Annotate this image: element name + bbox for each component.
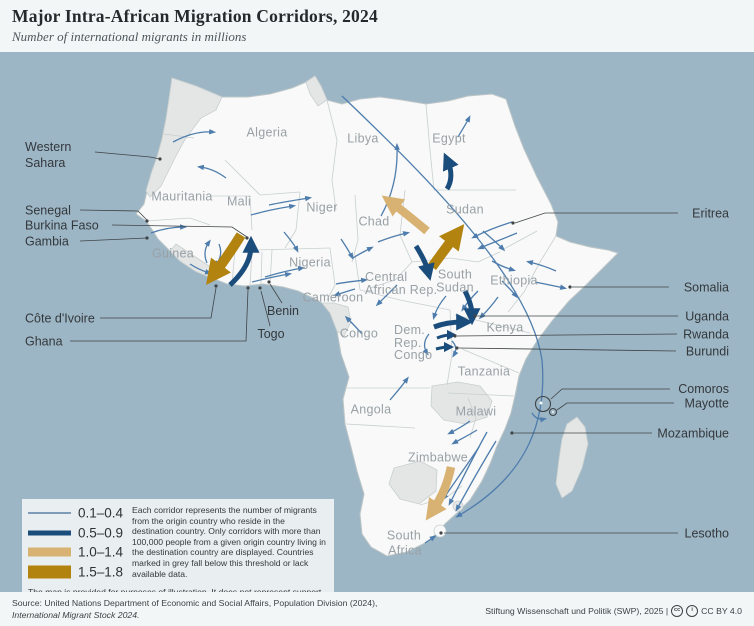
map-label-algeria: Algeria (246, 126, 287, 140)
corridor-sudan-to-chad (381, 195, 430, 235)
legend-swatch-xlarge (28, 565, 71, 579)
footer: Source: United Nations Department of Eco… (0, 592, 754, 626)
corridor-drc-to-burundi (435, 341, 455, 353)
legend-swatch-medium (28, 530, 71, 536)
callout-gambia: Gambia (25, 235, 69, 249)
map-label-angola: Angola (351, 403, 392, 417)
map-label-south-sudan: South (438, 268, 472, 282)
map-label-malawi: Malawi (456, 405, 497, 419)
country-lesotho (433, 524, 447, 538)
callout-burundi: Burundi (686, 345, 729, 359)
source-line-1: Source: United Nations Department of Eco… (12, 598, 378, 608)
callout-somalia: Somalia (684, 281, 729, 295)
africa-map: Algeria Libya Egypt Mauritania Mali Nige… (0, 52, 754, 616)
map-label-sudan: Sudan (446, 203, 484, 217)
attribution: Stiftung Wissenschaft und Politik (SWP),… (485, 605, 742, 617)
map-label-niger: Niger (306, 201, 337, 215)
svg-text:Congo: Congo (394, 348, 432, 362)
country-madagascar (555, 416, 589, 499)
corridor-sudan-to-egypt (442, 152, 459, 191)
legend-item-medium: 0.5–0.9 (28, 525, 128, 541)
map-label-south-africa: South (387, 529, 421, 543)
corridor-cotedivoire-to-burkinafaso (228, 235, 260, 287)
legend-range: 1.5–1.8 (78, 564, 124, 580)
map-label-libya: Libya (347, 132, 378, 146)
callout-rwanda: Rwanda (683, 328, 729, 342)
page-subtitle: Number of international migrants in mill… (12, 29, 247, 44)
callout-senegal: Senegal (25, 204, 71, 218)
legend-range: 0.1–0.4 (78, 505, 124, 521)
legend-range: 1.0–1.4 (78, 544, 124, 560)
map-label-car: Central (365, 270, 407, 284)
callout-togo: Togo (257, 327, 284, 341)
callout-uganda: Uganda (685, 310, 729, 324)
source-note: Source: United Nations Department of Eco… (12, 597, 377, 621)
svg-text:Sudan: Sudan (436, 281, 474, 295)
corridor-burkinafaso-to-cotedivoire (206, 232, 246, 286)
comoros-marker (534, 395, 552, 413)
map-label-cameroon: Cameroon (303, 291, 364, 305)
map-label-chad: Chad (358, 215, 389, 229)
corridors-large (381, 195, 456, 521)
corridor-drc-to-uganda (433, 313, 474, 331)
corridors-medium (228, 152, 481, 353)
map-label-guinea: Guinea (152, 247, 194, 261)
map-label-congo: Congo (340, 327, 378, 341)
corridor-zimbabwe-to-southafrica (425, 466, 456, 521)
callout-labels: Western Sahara Senegal Burkina Faso Gamb… (25, 140, 729, 541)
license-label: CC BY 4.0 (701, 606, 742, 616)
country-labels: Algeria Libya Egypt Mauritania Mali Nige… (151, 126, 537, 558)
map-label-egypt: Egypt (432, 132, 466, 146)
corridor-drc-to-rwanda (436, 329, 458, 341)
page-title: Major Intra-African Migration Corridors,… (12, 6, 378, 26)
callout-mozambique: Mozambique (657, 427, 729, 441)
callout-cote-divoire: Côte d'Ivoire (25, 312, 95, 326)
svg-text:African Rep.: African Rep. (365, 283, 437, 297)
legend-item-small: 0.1–0.4 (28, 505, 128, 521)
svg-text:Africa: Africa (388, 544, 422, 558)
callout-eritrea: Eritrea (692, 207, 729, 221)
svg-text:Sahara: Sahara (25, 156, 65, 170)
map-label-ethiopia: Ethiopia (490, 274, 538, 288)
map-label-mauritania: Mauritania (151, 190, 212, 204)
callout-lesotho: Lesotho (685, 527, 730, 541)
callout-ghana: Ghana (25, 335, 63, 349)
mayotte-marker (548, 407, 558, 417)
map-label-zimbabwe: Zimbabwe (408, 451, 468, 465)
callout-comoros: Comoros (678, 382, 729, 396)
corridor-southsudan-to-uganda (462, 289, 481, 326)
legend-range: 0.5–0.9 (78, 525, 124, 541)
map-label-drc: Dem. (394, 323, 425, 337)
legend-swatch-small (28, 512, 71, 514)
map-label-mali: Mali (227, 195, 251, 209)
header: Major Intra-African Migration Corridors,… (0, 0, 754, 52)
country-zambia (430, 381, 493, 425)
callout-mayotte: Mayotte (685, 397, 730, 411)
source-line-2: International Migrant Stock 2024. (12, 610, 140, 620)
publisher: Stiftung Wissenschaft und Politik (SWP),… (485, 606, 669, 616)
map-label-nigeria: Nigeria (289, 256, 331, 270)
legend-item-xlarge: 1.5–1.8 (28, 564, 128, 580)
legend-swatch-large (28, 547, 71, 557)
cc-by-icon: i (686, 605, 699, 617)
callout-benin: Benin (267, 304, 299, 318)
legend-item-large: 1.0–1.4 (28, 544, 128, 560)
country-gabon-eqguinea (321, 302, 352, 337)
callout-leaders (70, 151, 678, 535)
country-borders (145, 99, 557, 506)
callout-burkina-faso: Burkina Faso (25, 219, 99, 233)
corridor-to-uganda-south (413, 244, 435, 281)
map-label-tanzania: Tanzania (458, 365, 510, 379)
cc-icon: cc (671, 605, 684, 617)
legend-description: Each corridor represents the number of m… (132, 505, 326, 579)
callout-western-sahara: Western (25, 140, 71, 154)
corridors-small (150, 95, 568, 544)
map-label-kenya: Kenya (487, 321, 524, 335)
svg-text:Rep.: Rep. (394, 336, 422, 350)
